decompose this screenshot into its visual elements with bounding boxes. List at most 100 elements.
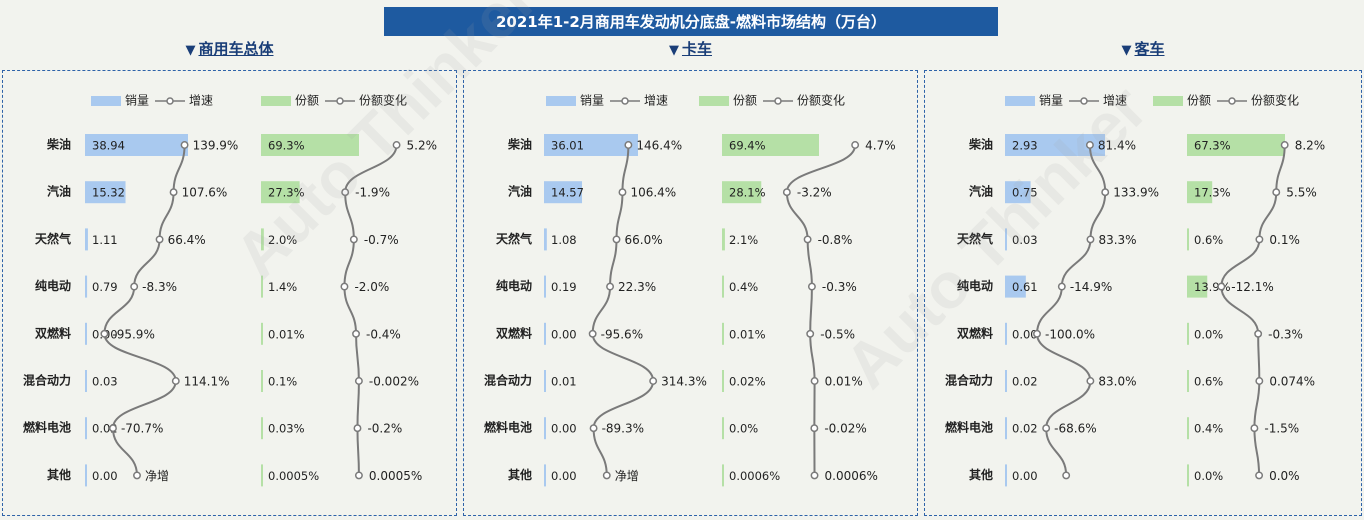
volume-label: 0.00 [551,327,577,341]
growth-point [169,188,178,197]
share-bar [261,370,263,392]
growth-point [649,377,658,385]
volume-label: 0.61 [1012,280,1038,294]
share-change-label: -0.2% [367,422,402,436]
share-change-label: -3.2% [797,186,832,200]
share-change-point [1250,424,1259,433]
share-bar [722,181,762,204]
share-change-point [392,141,401,149]
growth-point [1086,235,1095,244]
category-label: 混合动力 [484,373,532,388]
growth-point [1057,282,1066,291]
share-label: 0.03% [268,422,305,436]
legend-volume-label: 销量 [1039,94,1063,108]
volume-label: 0.01 [551,375,577,389]
share-change-label: -0.8% [818,233,853,247]
share-label: 0.1% [268,375,297,389]
share-change-label: -0.02% [824,422,866,436]
volume-bar [1005,370,1007,392]
share-label: 0.6% [1194,375,1223,389]
growth-label: -100.0% [1045,327,1095,341]
share-label: 67.3% [1194,139,1231,153]
share-change-label: -1.9% [355,186,390,200]
volume-label: 0.00 [551,469,577,483]
share-bar [722,464,724,487]
volume-label: 1.11 [92,233,118,247]
share-bar [261,228,264,251]
share-change-label: 0.0% [1269,469,1300,483]
share-bar [1187,322,1189,345]
legend-share-swatch [261,96,291,106]
share-bar [722,417,724,440]
growth-point [624,141,633,149]
legend-share-label: 份额 [733,94,757,108]
volume-label: 36.01 [551,139,584,153]
volume-bar [544,417,546,440]
share-bar [722,275,724,298]
share-change-label: -2.0% [354,280,389,294]
volume-label: 2.93 [1012,139,1038,153]
share-bar [1187,370,1189,392]
share-label: 2.0% [268,233,297,247]
chart-title: 2021年1-2月商用车发动机分底盘-燃料市场结构（万台） [384,7,998,36]
growth-label: 66.4% [168,233,206,247]
growth-point [606,282,615,291]
growth-label: -8.3% [142,280,177,294]
legend-share-swatch [699,96,729,106]
growth-line [103,144,186,476]
growth-label: -70.7% [121,422,163,436]
legend-growth-marker [166,97,174,105]
volume-bar [1005,181,1031,204]
category-label: 混合动力 [945,373,993,388]
growth-point [602,471,611,480]
triangle-down-icon: ▼ [668,43,679,58]
volume-bar [544,275,546,298]
share-label: 28.1% [729,186,766,200]
volume-label: 0.02 [1012,375,1038,389]
share-bar [261,275,263,298]
share-bar [261,322,263,345]
share-change-point [782,188,791,197]
category-label: 汽油 [969,184,993,199]
share-change-label: 0.0006% [825,469,878,483]
share-change-point [349,235,358,244]
legend-growth-marker [621,97,629,105]
volume-label: 0.75 [1012,186,1038,200]
growth-line [1035,144,1107,476]
growth-point [1062,471,1071,480]
share-change-point [806,329,815,338]
share-label: 69.4% [729,139,766,153]
volume-label: 0.00 [1012,469,1038,483]
share-change-point [354,471,363,480]
volume-bar [85,181,126,204]
legend-growth-label: 增速 [644,94,668,108]
category-label: 柴油 [968,137,993,152]
share-change-label: 5.5% [1286,186,1317,200]
category-label: 混合动力 [23,373,71,388]
share-change-label: -0.4% [366,327,401,341]
growth-point [109,424,117,433]
share-change-label: -12.1% [1231,280,1273,294]
volume-label: 0.00 [92,469,118,483]
share-bar [1187,181,1213,204]
growth-label: 净增 [145,469,169,483]
growth-point [618,188,627,197]
category-label: 汽油 [47,184,71,199]
share-change-label: 5.2% [407,139,438,153]
legend-share-swatch [1153,96,1183,106]
share-label: 69.3% [268,139,305,153]
growth-label: 83.0% [1098,375,1136,389]
volume-bar [85,228,88,251]
volume-bar [85,370,87,392]
legend-share-change-marker [336,97,344,105]
category-label: 其他 [969,467,993,482]
share-change-point [1255,471,1264,480]
share-change-point [851,141,860,149]
growth-point [1033,329,1041,338]
legend-growth-marker [1080,97,1088,105]
share-change-label: 0.01% [825,375,863,389]
share-change-label: -0.7% [364,233,399,247]
category-label: 汽油 [508,184,532,199]
